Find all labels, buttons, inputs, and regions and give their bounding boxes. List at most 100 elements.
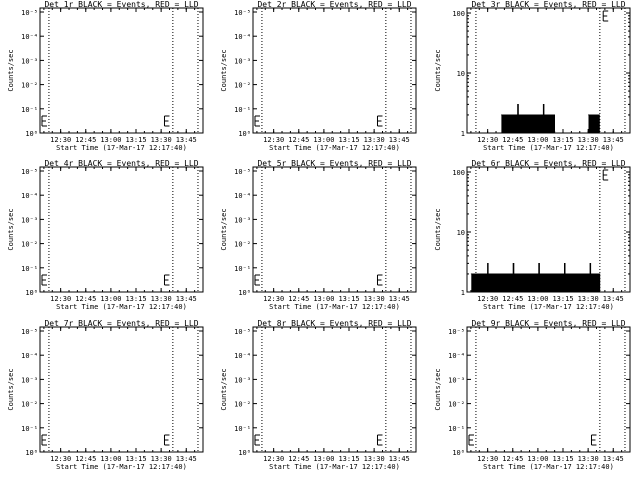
- x-tick-label: 12:45: [288, 455, 309, 463]
- y-tick-label: 10⁻⁴: [234, 352, 251, 360]
- y-tick-label: 10⁻³: [21, 57, 38, 65]
- panel-title: Det 1r BLACK = Events, RED = LLD: [44, 0, 198, 9]
- y-axis-label: Counts/sec: [220, 368, 228, 410]
- x-tick-label: 13:00: [313, 136, 334, 144]
- x-tick-label: 12:30: [477, 295, 498, 303]
- x-tick-label: 13:15: [338, 455, 359, 463]
- y-axis-label: Counts/sec: [434, 49, 442, 91]
- x-tick-label: 13:15: [125, 136, 146, 144]
- events-trace: [588, 114, 600, 134]
- x-tick-label: 13:30: [151, 455, 172, 463]
- x-tick-label: 13:15: [338, 295, 359, 303]
- y-tick-label: 10⁻⁴: [21, 192, 38, 200]
- x-tick-label: 12:30: [477, 136, 498, 144]
- x-tick-label: 13:45: [389, 136, 410, 144]
- y-tick-label: 1: [461, 130, 465, 138]
- y-tick-label: 10⁻²: [21, 82, 38, 90]
- plot-frame: [466, 166, 631, 293]
- y-tick-label: 10⁻³: [448, 376, 465, 384]
- x-tick-label: 13:30: [151, 136, 172, 144]
- e-marker: [376, 434, 383, 446]
- y-tick-label: 10⁻⁵: [234, 328, 251, 336]
- y-tick-label: 10⁻⁴: [448, 352, 465, 360]
- panel-title: Det 2r BLACK = Events, RED = LLD: [257, 0, 411, 9]
- y-tick-label: 10⁻⁵: [21, 168, 38, 176]
- x-tick-label: 13:00: [527, 455, 548, 463]
- x-tick-label: 12:45: [288, 295, 309, 303]
- plot-frame: [39, 166, 204, 293]
- y-tick-label: 10⁻⁴: [21, 33, 38, 41]
- plot-frame: [466, 326, 631, 453]
- y-tick-label: 10⁻²: [448, 401, 465, 409]
- y-tick-label: 10⁻¹: [234, 265, 251, 273]
- y-tick-label: 10⁻¹: [21, 106, 38, 114]
- panel-title: Det 8r BLACK = Events, RED = LLD: [257, 319, 411, 328]
- x-tick-label: 13:30: [364, 455, 385, 463]
- panel-title: Det 3r BLACK = Events, RED = LLD: [471, 0, 625, 9]
- e-marker: [163, 115, 170, 127]
- e-marker: [590, 434, 597, 446]
- x-tick-label: 12:45: [288, 136, 309, 144]
- panel-title: Det 4r BLACK = Events, RED = LLD: [44, 159, 198, 168]
- x-axis-label: Start Time (17-Mar-17 12:17:40): [483, 463, 614, 471]
- panel-det-2r: Det 2r BLACK = Events, RED = LLD 12:30 12:…: [220, 0, 417, 152]
- y-tick-label: 100: [452, 169, 465, 177]
- events-trace: [470, 263, 601, 293]
- y-tick-label: 10⁻²: [21, 241, 38, 249]
- x-tick-label: 13:15: [552, 295, 573, 303]
- x-tick-label: 13:30: [578, 295, 599, 303]
- e-marker: [602, 169, 609, 181]
- y-tick-label: 10⁰: [452, 449, 465, 457]
- x-tick-label: 13:00: [527, 136, 548, 144]
- y-axis-label: Counts/sec: [434, 208, 442, 250]
- x-tick-label: 13:45: [603, 136, 624, 144]
- x-tick-label: 12:45: [502, 455, 523, 463]
- y-tick-label: 10⁻¹: [448, 425, 465, 433]
- y-tick-label: 10: [457, 229, 465, 237]
- y-tick-label: 10⁰: [25, 289, 38, 297]
- y-axis-label: Counts/sec: [7, 49, 15, 91]
- x-axis-label: Start Time (17-Mar-17 12:17:40): [269, 303, 400, 311]
- y-axis-label: Counts/sec: [7, 208, 15, 250]
- x-tick-label: 13:00: [313, 295, 334, 303]
- y-tick-label: 10⁰: [238, 449, 251, 457]
- y-tick-label: 10⁰: [238, 289, 251, 297]
- y-tick-label: 10⁻²: [21, 401, 38, 409]
- y-tick-label: 10⁻⁵: [21, 9, 38, 17]
- x-tick-label: 12:30: [50, 455, 71, 463]
- x-axis-label: Start Time (17-Mar-17 12:17:40): [269, 144, 400, 152]
- x-tick-label: 13:30: [364, 295, 385, 303]
- x-tick-label: 12:45: [75, 295, 96, 303]
- x-tick-label: 13:15: [552, 455, 573, 463]
- x-tick-label: 13:45: [176, 136, 197, 144]
- x-tick-label: 13:00: [100, 136, 121, 144]
- x-tick-label: 13:30: [578, 136, 599, 144]
- plot-frame: [39, 326, 204, 453]
- y-tick-label: 100: [452, 10, 465, 18]
- x-axis-label: Start Time (17-Mar-17 12:17:40): [483, 303, 614, 311]
- y-tick-label: 10⁻⁵: [21, 328, 38, 336]
- y-tick-label: 10⁻⁵: [234, 9, 251, 17]
- x-axis-label: Start Time (17-Mar-17 12:17:40): [56, 144, 187, 152]
- x-axis-label: Start Time (17-Mar-17 12:17:40): [56, 463, 187, 471]
- panel-det-6r: Det 6r BLACK = Events, RED = LLD 12:30 12:…: [434, 159, 631, 311]
- plot-frame: [39, 7, 204, 134]
- x-tick-label: 12:30: [50, 295, 71, 303]
- x-tick-label: 13:45: [603, 295, 624, 303]
- panel-det-9r: Det 9r BLACK = Events, RED = LLD 12:30 12:…: [434, 319, 631, 471]
- y-tick-label: 10⁻³: [21, 376, 38, 384]
- plot-frame: [466, 7, 631, 134]
- e-marker: [254, 115, 260, 127]
- y-axis-label: Counts/sec: [434, 368, 442, 410]
- y-tick-label: 10⁻³: [234, 376, 251, 384]
- y-tick-label: 10⁻¹: [21, 425, 38, 433]
- e-marker: [163, 434, 170, 446]
- x-tick-label: 12:30: [263, 136, 284, 144]
- y-tick-label: 10: [457, 70, 465, 78]
- x-tick-label: 13:45: [389, 455, 410, 463]
- events-trace: [501, 104, 555, 134]
- y-tick-label: 10⁻³: [234, 216, 251, 224]
- x-tick-label: 12:30: [263, 295, 284, 303]
- x-tick-label: 13:15: [552, 136, 573, 144]
